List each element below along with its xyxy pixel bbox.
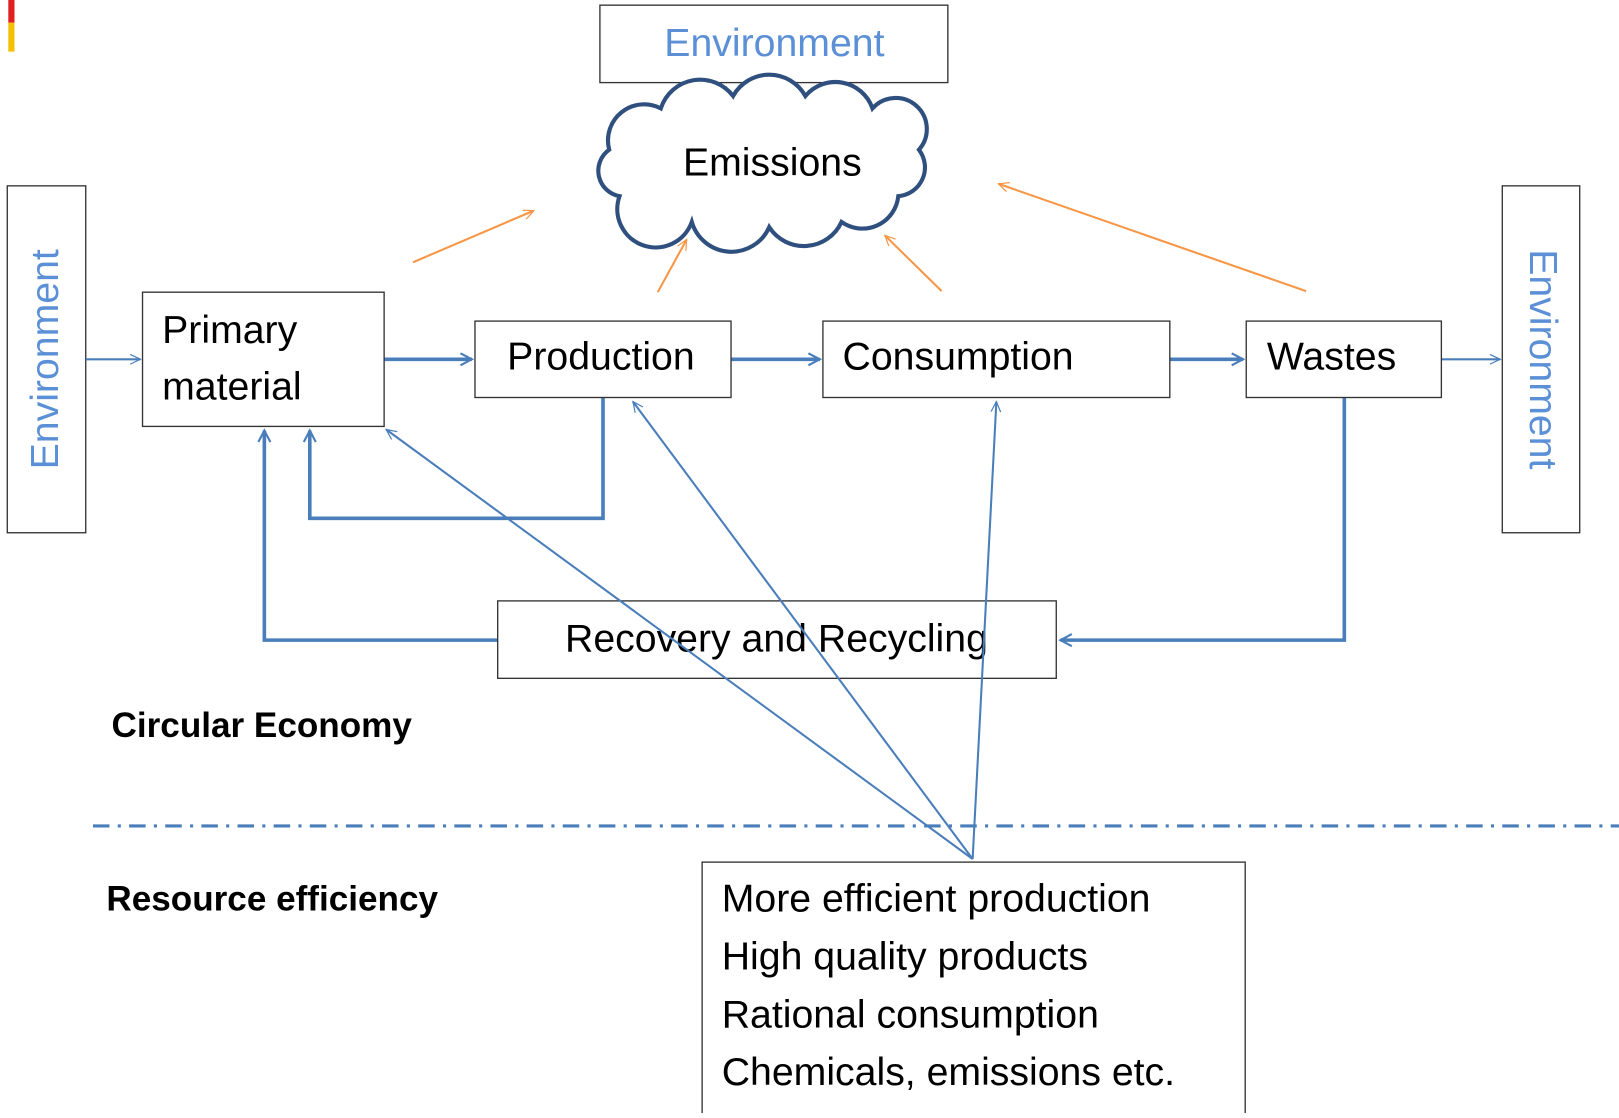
recovery-box [497,600,1057,680]
deco-yellow [8,22,15,52]
env-left-box [6,185,87,534]
emissions: Emissions [683,141,862,185]
measure: More efficient production [722,877,1151,921]
loop-arrow [1058,397,1347,648]
wastes-label: Wastes [1267,335,1396,379]
measure: Chemicals, emissions etc. [722,1050,1175,1094]
production-label: Production [507,335,695,379]
emission-arrow [412,209,536,264]
section-label: Circular Economy [112,706,413,745]
env-top-box [599,4,949,84]
primary-label: material [162,365,302,409]
measure: Rational consumption [722,992,1099,1036]
env-right: Environment [1521,249,1565,469]
consumption-label: Consumption [843,335,1074,379]
consumption-box [822,320,1171,399]
env-top: Environment [664,21,884,65]
primary-label: Primary [162,308,297,352]
measures-box [701,861,1246,1118]
primary-box [141,291,385,428]
emission-arrow [997,182,1307,293]
wastes-box [1245,320,1443,399]
measure-arrow [385,428,974,860]
loop-arrow [257,428,498,642]
emission-arrow [656,238,688,293]
cloud [596,72,929,254]
env-left: Environment [23,249,67,469]
loop-arrow [302,397,605,521]
recovery-label: Recovery and Recycling [565,617,988,661]
measure-arrow [971,400,1002,860]
measure: High quality products [722,935,1088,979]
measure-arrow [632,400,974,860]
env-right-box [1501,185,1581,534]
section-label: Resource efficiency [106,880,438,919]
deco-red [8,0,15,23]
production-box [474,320,732,399]
emission-arrow [883,234,943,292]
